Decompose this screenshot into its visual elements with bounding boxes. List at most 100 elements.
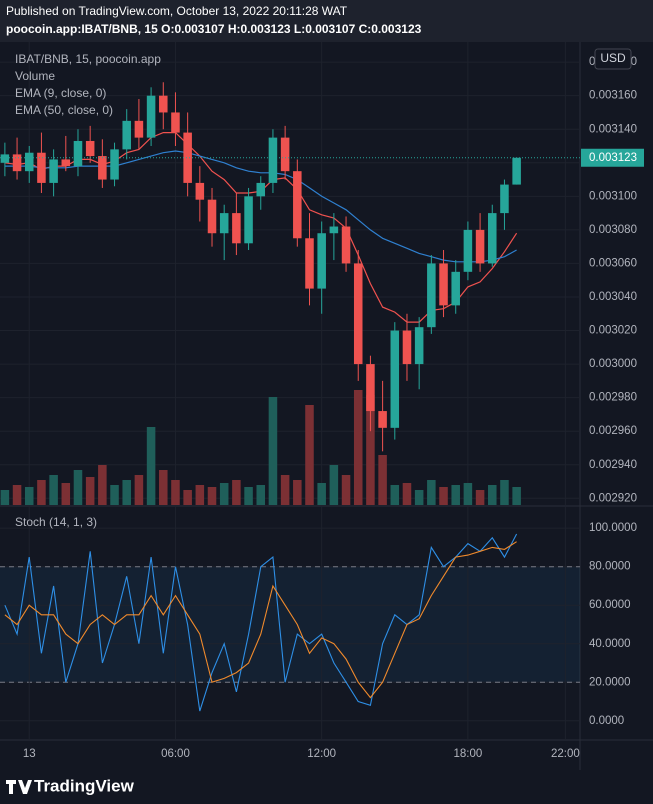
volume-bar (390, 485, 400, 505)
candle-body (451, 271, 460, 306)
candle-body (134, 120, 144, 138)
y-tick-label: 0.002920 (589, 492, 637, 504)
candle-body (244, 196, 253, 244)
volume-bar (475, 490, 485, 505)
candle-body (427, 263, 436, 328)
candle-body (280, 137, 290, 172)
last-price-label: 0.003123 (589, 152, 637, 164)
volume-bar (378, 455, 387, 505)
candle-body (0, 154, 10, 163)
candle-body (61, 159, 71, 167)
candle-body (293, 171, 302, 239)
volume-bar (280, 475, 290, 505)
candle-body (49, 159, 58, 183)
x-tick-label: 22:00 (551, 748, 580, 760)
candle-body (219, 213, 229, 234)
volume-bar (451, 485, 460, 505)
candle-body (256, 182, 266, 197)
y-tick-label: 0.003020 (589, 325, 637, 337)
brand: TradingView (34, 776, 135, 795)
y-tick-label: 0.002960 (589, 425, 637, 437)
volume-bar (219, 483, 229, 505)
y-tick-label: 0.003040 (589, 291, 637, 303)
volume-bar (329, 465, 339, 505)
candle-body (378, 411, 387, 428)
last-price-tag (581, 148, 644, 167)
candle-body (463, 229, 473, 272)
volume-bar (256, 485, 266, 505)
candle-body (110, 149, 119, 180)
brand-logo (6, 780, 32, 794)
volume-bar (463, 483, 473, 505)
volume-bar (500, 480, 509, 505)
candle-body (268, 137, 278, 183)
y-tick-label: 0.0000 (589, 715, 624, 727)
candle-body (171, 112, 180, 133)
candle-body (122, 120, 131, 150)
volume-bar (341, 475, 351, 505)
currency[interactable]: USD (600, 51, 626, 65)
candle-body (195, 182, 205, 200)
legend-entry: Volume (15, 69, 55, 83)
x-tick-label: 12:00 (307, 748, 336, 760)
y-tick-label: 0.003060 (589, 257, 637, 269)
volume-bar (353, 390, 363, 505)
volume-bar (317, 483, 326, 505)
y-tick-label: 0.003160 (589, 90, 637, 102)
volume-bar (98, 465, 107, 505)
currency-box[interactable] (594, 48, 632, 70)
volume-bar (24, 487, 34, 505)
header-bar (0, 0, 653, 42)
volume-bar (244, 487, 253, 505)
volume-bar (159, 470, 168, 505)
legend-entry: EMA (9, close, 0) (15, 86, 106, 100)
y-tick-label: 40.0000 (589, 638, 631, 650)
candle-body (12, 154, 22, 172)
published-note: Published on TradingView.com, October 13… (6, 4, 348, 18)
volume-bar (293, 480, 302, 505)
x-tick-label: 18:00 (454, 748, 483, 760)
legend-entry: EMA (50, close, 0) (15, 103, 113, 117)
y-tick-label: 0.003140 (589, 123, 637, 135)
y-tick-label: 0.003100 (589, 190, 637, 202)
candle-body (414, 327, 424, 365)
candle-body (402, 330, 412, 365)
candle-body (159, 95, 168, 113)
candle-body (317, 233, 326, 289)
volume-bar (232, 480, 241, 505)
volume-bar (0, 490, 10, 505)
volume-bar (207, 487, 217, 505)
candle-body (439, 263, 448, 306)
volume-bar (134, 475, 144, 505)
y-tick-label: 0.002980 (589, 392, 637, 404)
candle-body (37, 152, 46, 183)
candle-body (353, 263, 363, 365)
chart-title: IBAT/BNB, 15, poocoin.app (15, 52, 161, 66)
symbol-line: poocoin.app:IBAT/BNB, 15 O:0.003107 H:0.… (6, 22, 422, 36)
candle-body (329, 226, 339, 234)
volume-bar (122, 480, 131, 505)
candle-body (500, 184, 509, 214)
volume-bar (61, 483, 71, 505)
candle-body (390, 330, 400, 428)
candle-body (24, 152, 34, 172)
volume-bar (183, 490, 192, 505)
footer (0, 770, 653, 804)
y-tick-label: 60.0000 (589, 599, 631, 611)
y-tick-label: 0.003080 (589, 224, 637, 236)
candle-body (305, 238, 314, 289)
volume-bar (85, 477, 95, 505)
y-tick-label: 20.0000 (589, 676, 631, 688)
volume-bar (402, 483, 412, 505)
volume-bar (305, 405, 314, 505)
y-tick-label: 80.0000 (589, 561, 631, 573)
volume-bar (366, 395, 375, 505)
candle-body (146, 95, 156, 138)
candle-body (512, 157, 521, 185)
candle-body (183, 132, 192, 183)
indicator-line (4, 533, 518, 712)
candle-body (85, 140, 95, 157)
candle-body (488, 213, 497, 264)
candle-body (366, 364, 375, 412)
candle-body (475, 229, 485, 264)
